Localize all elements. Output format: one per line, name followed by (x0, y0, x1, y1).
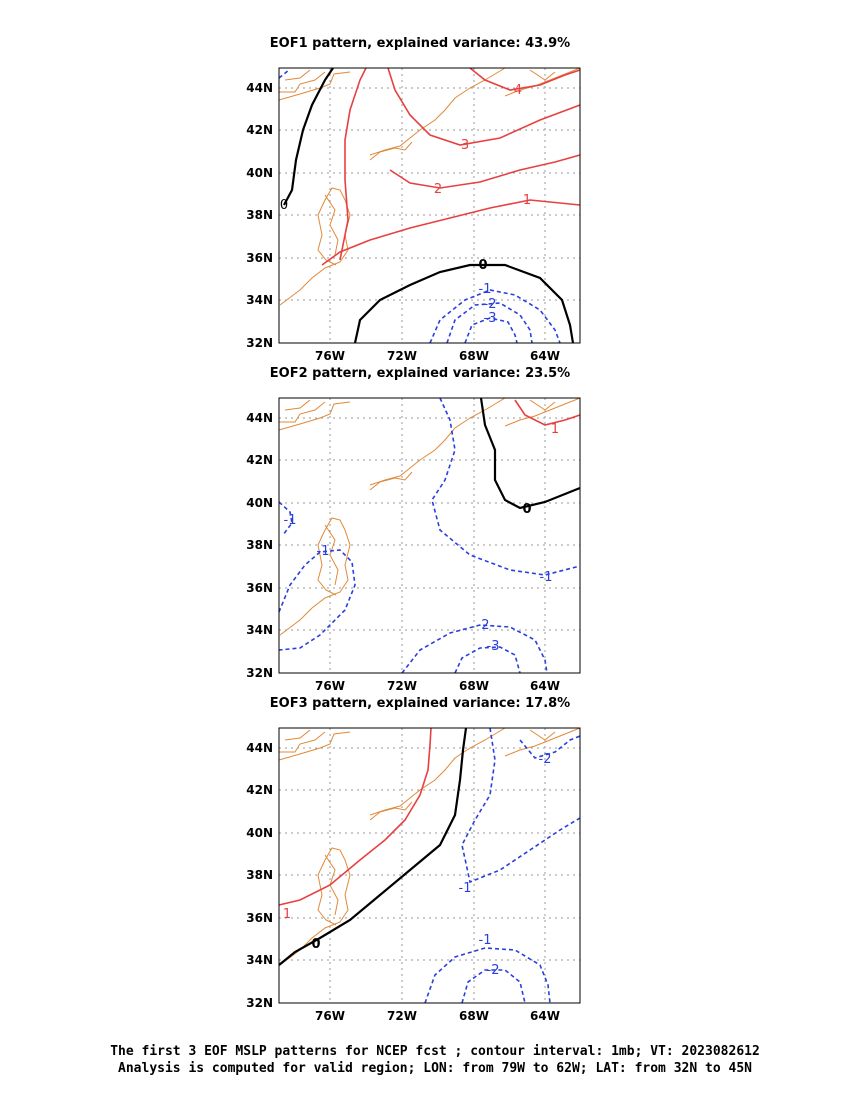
eof1-label-2: 2 (434, 182, 442, 197)
eof1-lon-64w: 64W (530, 349, 560, 360)
eof1-lat-38n: 38N (246, 208, 273, 222)
eof1-label-neg2: -2 (484, 297, 497, 312)
eof3-title: EOF3 pattern, explained variance: 17.8% (269, 696, 571, 711)
eof3-label-neg2-north: -2 (539, 752, 552, 767)
eof3-lat-44n: 44N (246, 741, 273, 755)
eof1-grid (279, 68, 580, 343)
eof3-lat-ticks: 44N 42N 40N 38N 36N 34N 32N (246, 741, 273, 1010)
eof1-label-zero-west: 0 (280, 198, 288, 213)
eof2-label-neg1-edge: -1 (284, 513, 297, 528)
eof1-lon-72w: 72W (387, 349, 417, 360)
eof1-coastline (278, 67, 581, 306)
caption-line-1: The first 3 EOF MSLP patterns for NCEP f… (110, 1044, 760, 1059)
eof2-label-1: 1 (551, 422, 559, 437)
eof2-label-neg1-east: -1 (540, 570, 553, 585)
eof3-label-neg1-south: -1 (479, 933, 492, 948)
eof2-lat-ticks: 44N 42N 40N 38N 36N 34N 32N (246, 411, 273, 680)
eof3-lon-72w: 72W (387, 1009, 417, 1020)
eof2-lon-76w: 76W (315, 679, 345, 690)
eof3-lat-42n: 42N (246, 783, 273, 797)
eof2-lat-44n: 44N (246, 411, 273, 425)
eof2-label-neg2: -2 (477, 618, 490, 633)
eof3-lon-68w: 68W (459, 1009, 489, 1020)
eof1-lon-68w: 68W (459, 349, 489, 360)
eof2-lat-38n: 38N (246, 538, 273, 552)
eof3-map: 0 1 -1 -2 -1 -2 44N 42N 40N 38N 36N 34N … (246, 727, 581, 1020)
eof2-lat-40n: 40N (246, 496, 273, 510)
eof1-frame (278, 67, 581, 344)
eof1-contour-labels: 0 1 2 3 4 -1 -2 -3 0 (280, 83, 531, 326)
eof3-coastline (278, 727, 581, 966)
eof1-contours (278, 67, 581, 344)
eof3-lon-64w: 64W (530, 1009, 560, 1020)
caption-line-2: Analysis is computed for valid region; L… (118, 1061, 752, 1076)
eof3-lat-34n: 34N (246, 953, 273, 967)
eof3-label-neg2-south: -2 (487, 963, 500, 978)
eof1-lat-44n: 44N (246, 81, 273, 95)
eof1-label-1: 1 (523, 193, 531, 208)
eof1-title: EOF1 pattern, explained variance: 43.9% (269, 36, 571, 51)
eof2-label-zero: 0 (522, 502, 531, 517)
eof1-label-4: 4 (514, 83, 522, 98)
eof2-contour-labels: 0 1 -1 -1 -1 -2 -3 (284, 422, 560, 654)
eof3-label-neg1-north: -1 (459, 881, 472, 896)
eof3-lat-32n: 32N (246, 996, 273, 1010)
eof2-lat-36n: 36N (246, 581, 273, 595)
eof3-frame (278, 727, 581, 1004)
eof2-title: EOF2 pattern, explained variance: 23.5% (269, 366, 571, 381)
eof2-lon-68w: 68W (459, 679, 489, 690)
eof3-lat-36n: 36N (246, 911, 273, 925)
eof1-lat-34n: 34N (246, 293, 273, 307)
eof1-lon-76w: 76W (315, 349, 345, 360)
figure-caption: The first 3 EOF MSLP patterns for NCEP f… (0, 1043, 850, 1077)
eof3-lon-76w: 76W (315, 1009, 345, 1020)
eof1-lat-32n: 32N (246, 336, 273, 350)
eof2-label-neg1-west: -1 (317, 544, 330, 559)
eof3-label-1: 1 (283, 907, 291, 922)
eof2-frame (278, 397, 581, 674)
eof2-lat-34n: 34N (246, 623, 273, 637)
eof1-lat-ticks: 44N 42N 40N 38N 36N 34N 32N (246, 81, 273, 350)
eof1-label-neg1: -1 (479, 282, 492, 297)
eof3-label-zero: 0 (311, 937, 320, 952)
eof1-label-3: 3 (461, 138, 469, 153)
eof2-contours (278, 397, 581, 674)
eof2-lon-ticks: 76W 72W 68W 64W (315, 679, 560, 690)
eof3-lat-38n: 38N (246, 868, 273, 882)
eof3-lat-40n: 40N (246, 826, 273, 840)
eof1-lat-40n: 40N (246, 166, 273, 180)
eof2-lon-64w: 64W (530, 679, 560, 690)
eof2-label-neg3: -3 (487, 639, 500, 654)
eof2-lon-72w: 72W (387, 679, 417, 690)
eof3-contour-labels: 0 1 -1 -2 -1 -2 (283, 752, 552, 978)
eof2-lat-42n: 42N (246, 453, 273, 467)
eof3-contours (278, 727, 581, 1004)
eof1-lon-ticks: 76W 72W 68W 64W (315, 349, 560, 360)
eof2-map: 0 1 -1 -1 -1 -2 -3 44N 42N 40N 38N 36N 3… (246, 397, 581, 690)
eof1-label-neg3: -3 (484, 311, 497, 326)
eof2-coastline (278, 397, 581, 636)
eof1-map: 0 1 2 3 4 -1 -2 -3 0 44N 42N 40N 38N 36N… (246, 67, 581, 360)
eof1-lat-36n: 36N (246, 251, 273, 265)
eof3-lon-ticks: 76W 72W 68W 64W (315, 1009, 560, 1020)
eof1-label-zero-south: 0 (478, 258, 487, 273)
eof2-grid (279, 398, 580, 673)
eof1-lat-42n: 42N (246, 123, 273, 137)
eof2-lat-32n: 32N (246, 666, 273, 680)
